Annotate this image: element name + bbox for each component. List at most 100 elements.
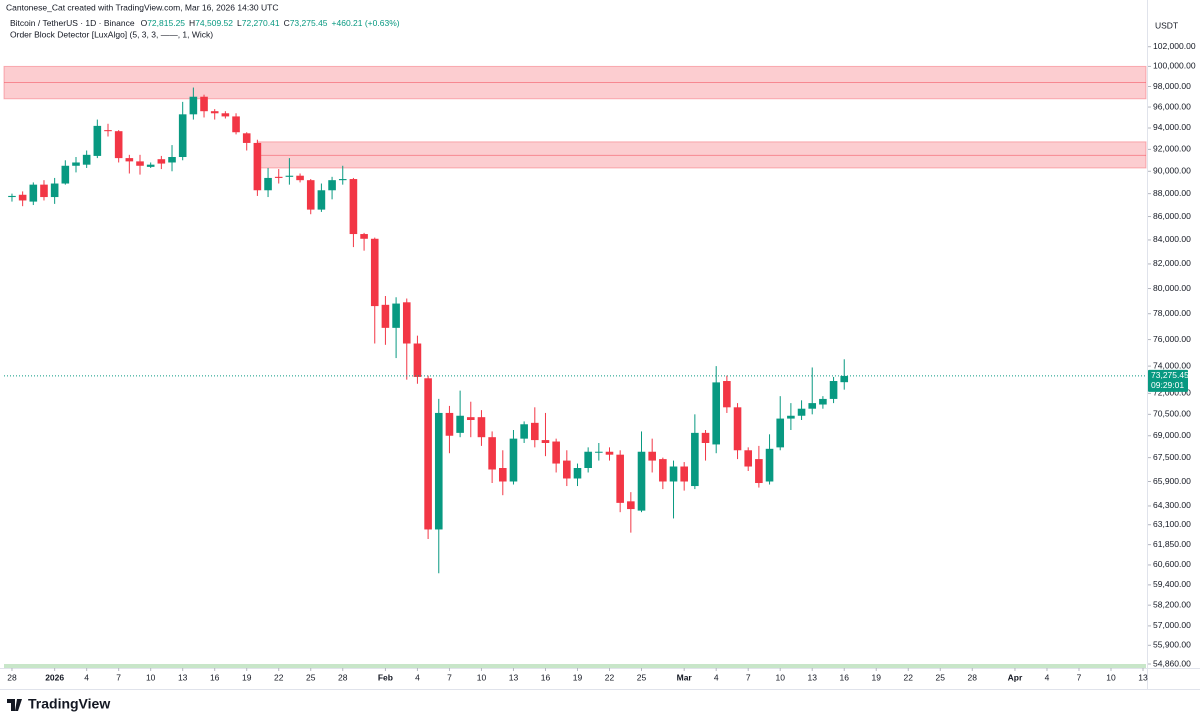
brand: TradingView [28, 696, 110, 712]
candle-body [797, 408, 806, 416]
candle-body [531, 422, 539, 441]
y-tick-label: 96,000.00 [1153, 101, 1191, 111]
y-tick-label: 74,000.00 [1153, 360, 1191, 370]
x-tick-label: 19 [872, 672, 882, 682]
x-tick-label: 19 [242, 672, 252, 682]
candle-body [541, 440, 550, 443]
candle-body [125, 158, 134, 162]
candle-body [296, 175, 304, 181]
currency: USDT [1155, 20, 1178, 30]
credit: Cantonese_Cat created with TradingView.c… [6, 2, 278, 12]
candle-body [723, 381, 731, 408]
candle-body [787, 415, 795, 419]
candle-body [50, 183, 59, 198]
y-tick-label: 67,500.00 [1153, 452, 1191, 462]
x-tick-label: 25 [637, 672, 647, 682]
candle-body [40, 184, 48, 198]
y-tick-label: 54,860.00 [1153, 658, 1191, 668]
candle-body [456, 415, 464, 433]
y-tick-label: 72,000.00 [1153, 388, 1191, 398]
x-tick-label: 10 [1106, 672, 1116, 682]
y-tick-label: 100,000.00 [1153, 61, 1196, 71]
candle-body [488, 437, 496, 470]
order-block [256, 141, 1147, 169]
order-block [3, 65, 1147, 100]
candle-body [146, 164, 155, 167]
candle-body [509, 438, 518, 482]
x-tick-label: 16 [840, 672, 850, 682]
ohlc-value: 72,270.41 [242, 18, 280, 28]
x-tick-label: 10 [477, 672, 487, 682]
logo: TradingView [7, 696, 110, 712]
candle-body [648, 451, 656, 461]
x-tick-label: 22 [274, 672, 284, 682]
candle-body [242, 133, 251, 143]
candle-body [221, 113, 230, 117]
x-tick-label: 4 [84, 672, 89, 682]
logo-mark [7, 699, 22, 711]
y-tick-label: 92,000.00 [1153, 144, 1191, 154]
candle-body [744, 450, 753, 467]
ohlc-value: 73,275.45 [290, 18, 328, 28]
candle-body [338, 179, 347, 181]
candle-body [349, 179, 358, 235]
candle-body [605, 451, 614, 455]
candle-body [498, 467, 507, 482]
candle-body [712, 382, 720, 445]
y-tick-label: 90,000.00 [1153, 166, 1191, 176]
y-tick-label: 63,100.00 [1153, 519, 1191, 529]
candle-body [733, 407, 742, 451]
candle-body [370, 238, 379, 307]
candle-body [616, 454, 624, 503]
ohlc-key: L [237, 18, 242, 28]
last-price-box [1148, 369, 1188, 392]
x-tick-label: 13 [1138, 672, 1148, 682]
y-tick-label: 61,850.00 [1153, 539, 1191, 549]
y-tick-label: 57,000.00 [1153, 620, 1191, 630]
candle-body [552, 441, 560, 464]
candle-body [200, 96, 208, 112]
candle-body [317, 190, 326, 210]
ohlc-value: 72,815.25 [147, 18, 185, 28]
ohlc-value: 74,509.52 [195, 18, 233, 28]
candle-body [669, 466, 678, 482]
candle-body [765, 448, 774, 482]
x-tick-label: 28 [338, 672, 348, 682]
x-tick-label: 10 [775, 672, 785, 682]
x-tick-label: Mar [677, 672, 693, 682]
x-tick-label: 4 [714, 672, 719, 682]
candle-body [136, 161, 144, 166]
indicator-band [4, 664, 1146, 668]
candle-body [840, 375, 849, 383]
candle-body [563, 460, 571, 479]
x-tick-label: 4 [1045, 672, 1050, 682]
y-tick-label: 88,000.00 [1153, 188, 1191, 198]
x-tick-label: 13 [178, 672, 188, 682]
candle-body [413, 343, 422, 377]
x-tick-label: 16 [541, 672, 551, 682]
x-tick-label: 7 [746, 672, 751, 682]
candle-body [680, 466, 688, 482]
candle-body [61, 165, 70, 184]
candle-body [520, 424, 528, 439]
x-tick-label: 2026 [45, 672, 64, 682]
y-tick-label: 64,300.00 [1153, 500, 1191, 510]
candle-body [573, 467, 582, 479]
y-tick-label: 70,500.00 [1153, 409, 1191, 419]
candle-body [381, 304, 390, 328]
legend: Bitcoin / TetherUS · 1D · Binance O72,815… [10, 18, 400, 28]
candle-body [477, 417, 486, 438]
candle-body [285, 175, 294, 177]
candle-body [253, 142, 262, 191]
x-tick-label: 13 [509, 672, 519, 682]
candle-body [328, 180, 336, 191]
x-tick-label: Feb [378, 672, 393, 682]
ohlc-key: O [141, 18, 148, 28]
candle-body [776, 418, 785, 448]
candle-body [82, 154, 91, 165]
candle-body [8, 195, 16, 198]
candle-body [392, 303, 400, 328]
x-tick-label: 13 [807, 672, 817, 682]
x-tick-label: 19 [573, 672, 583, 682]
